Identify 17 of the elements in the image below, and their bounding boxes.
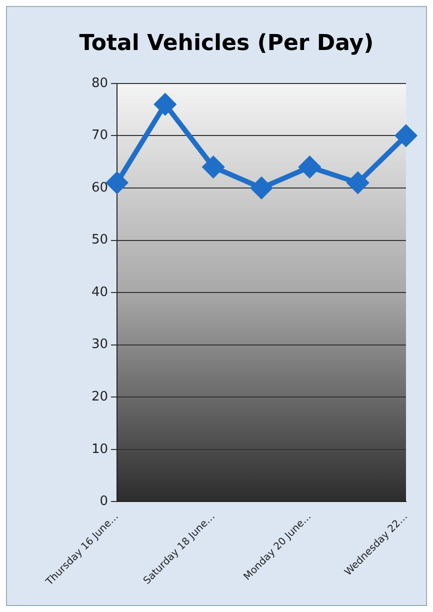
y-tick-label: 30: [91, 337, 108, 352]
point: [396, 125, 416, 146]
y-tick-label: 50: [91, 232, 108, 248]
y-tick-label: 80: [91, 76, 108, 91]
point: [251, 177, 272, 198]
y-tick-label: 40: [91, 284, 108, 300]
point: [154, 94, 176, 115]
point: [299, 156, 320, 178]
y-tick-label: 20: [91, 389, 108, 404]
y-tick-label: 0: [100, 494, 108, 510]
point: [106, 172, 128, 194]
y-tick-label: 10: [91, 442, 108, 457]
point: [347, 172, 368, 194]
y-tick-label: 70: [91, 128, 108, 144]
y-tick-label: 60: [91, 180, 108, 196]
point: [202, 156, 224, 178]
chart-title: Total Vehicles (Per Day): [79, 30, 374, 56]
